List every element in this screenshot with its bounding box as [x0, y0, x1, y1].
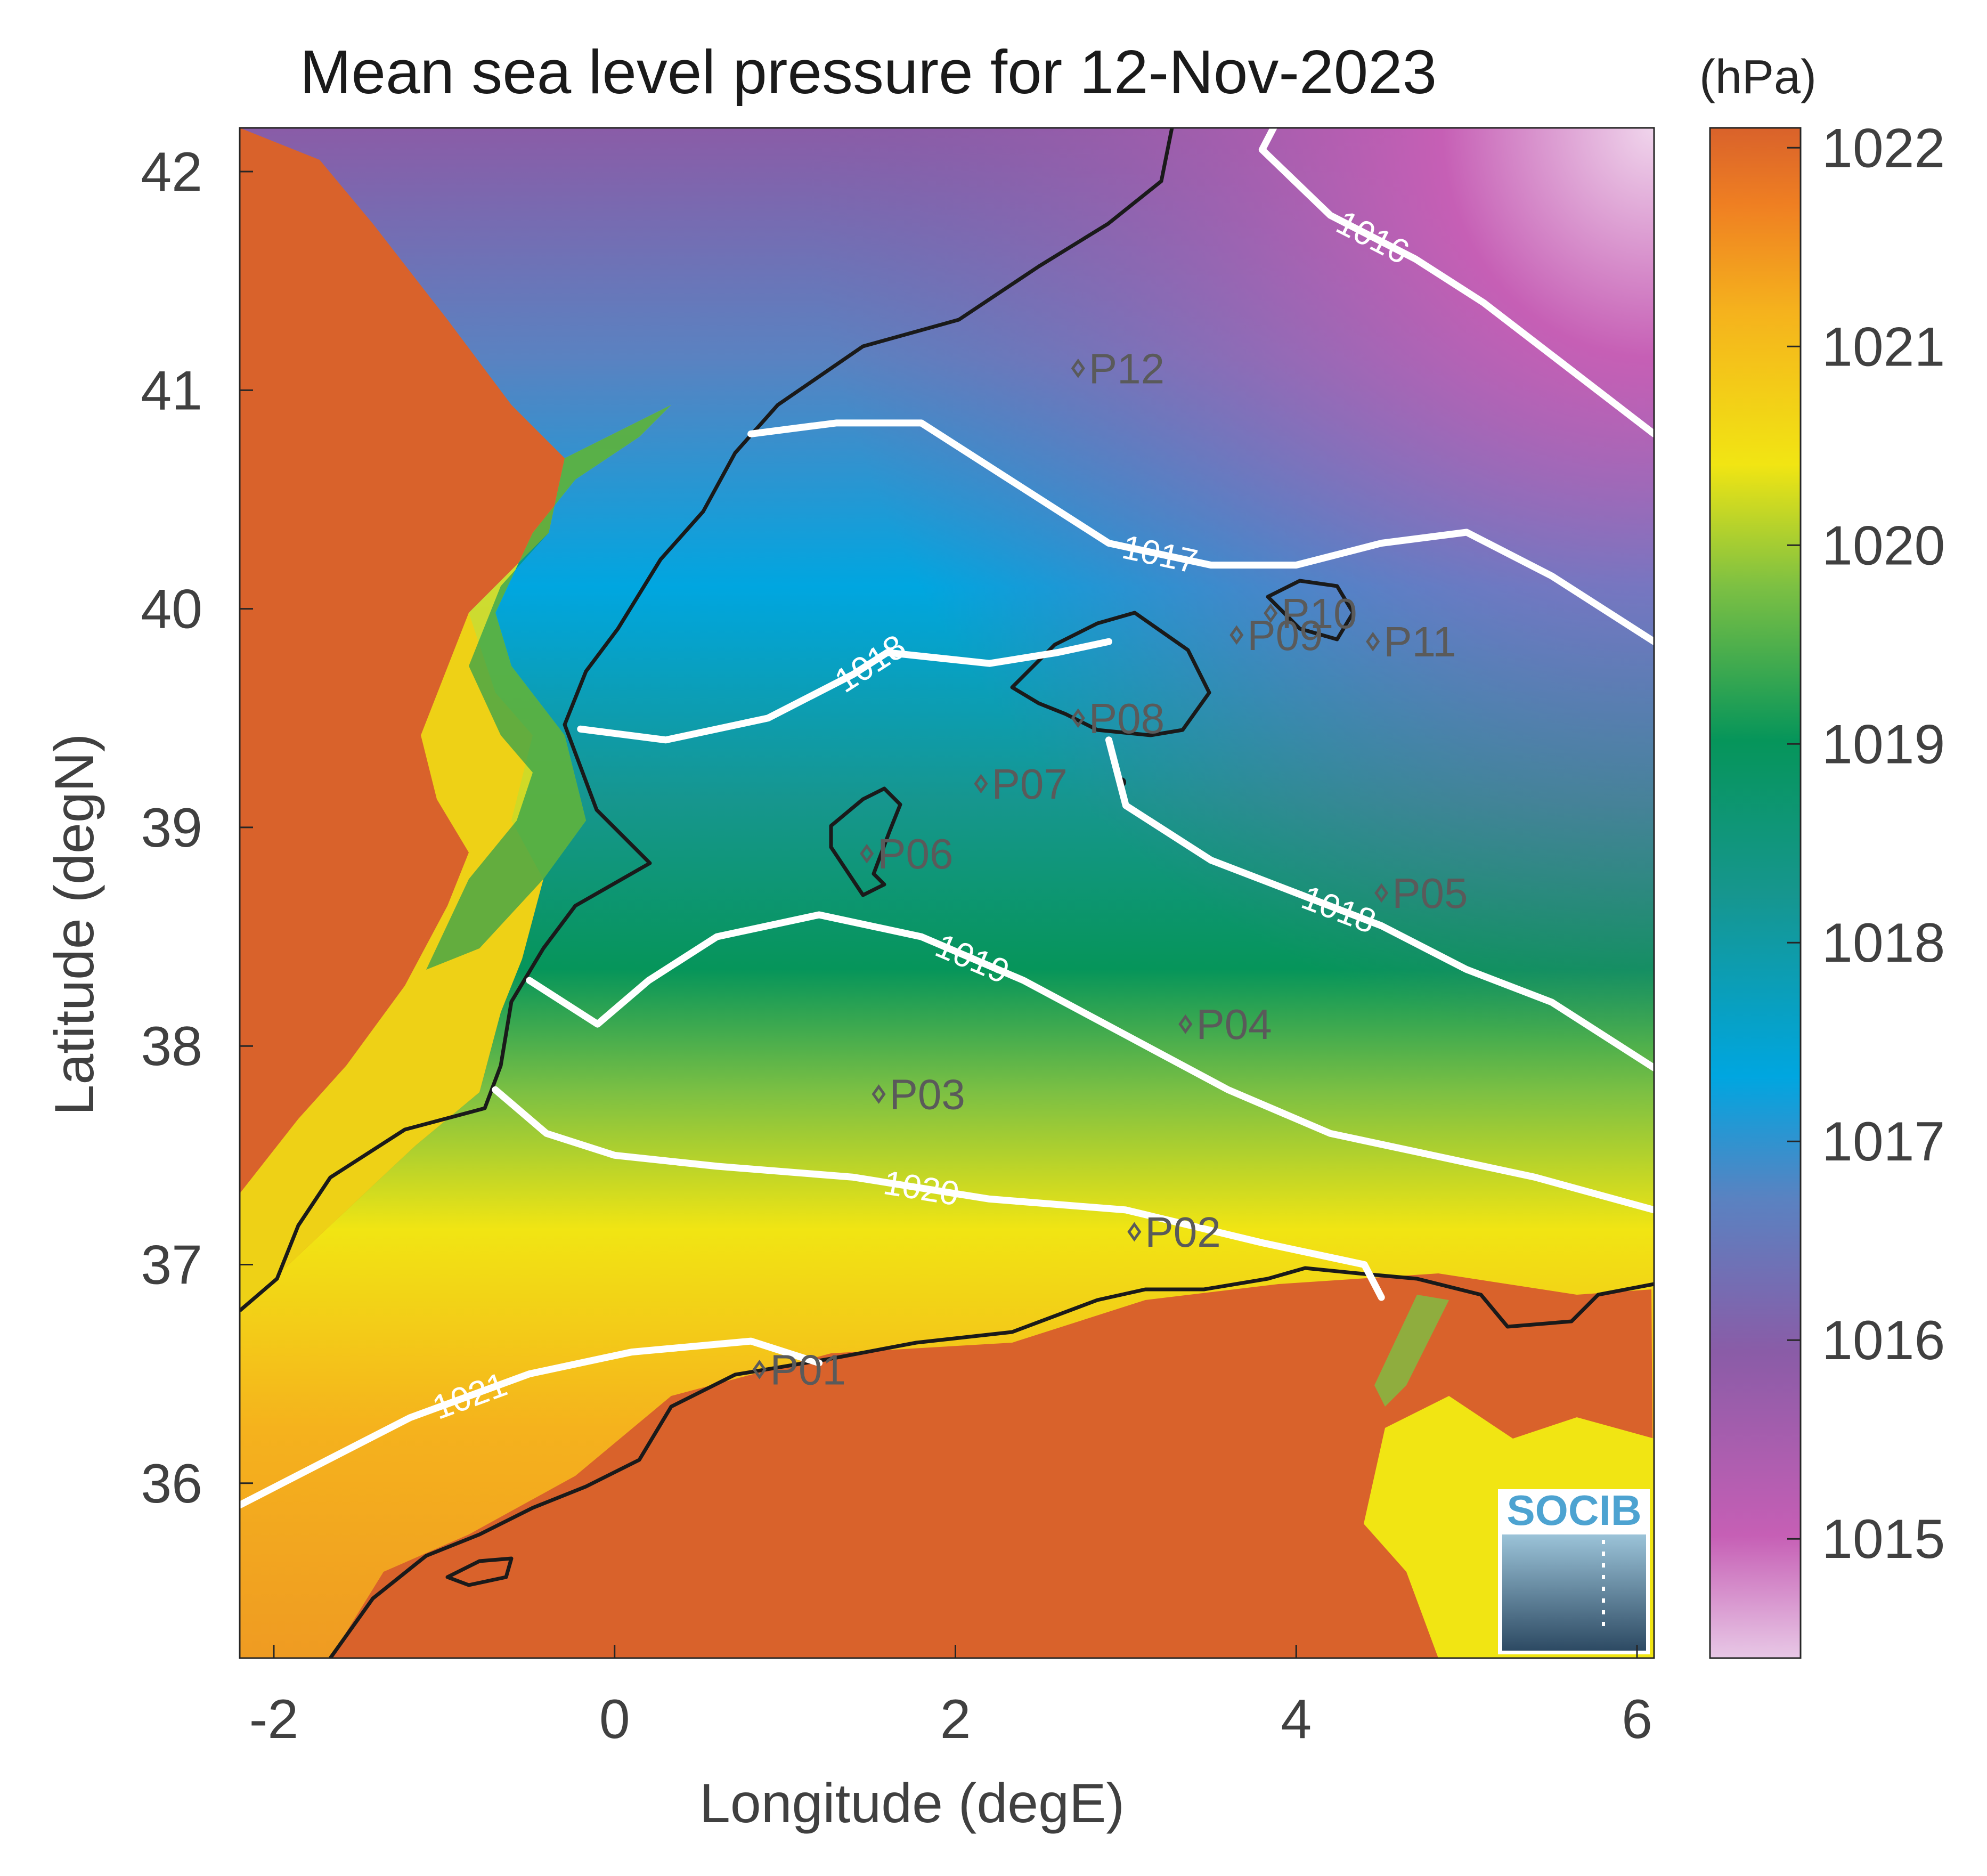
iberia-green-band: [426, 405, 671, 970]
y-tick-label: 36: [141, 1453, 202, 1515]
x-tick-label: 0: [599, 1688, 630, 1750]
colorbar-tick-label: 1019: [1822, 713, 1945, 775]
station-marker: [1071, 359, 1085, 378]
y-tick-label: 42: [141, 141, 202, 203]
socib-logo-text: SOCIB: [1506, 1487, 1641, 1534]
station-label: P02: [1145, 1208, 1220, 1256]
station-marker: [872, 1084, 886, 1104]
station-label: P03: [890, 1070, 965, 1118]
socib-logo: SOCIB: [1498, 1487, 1650, 1654]
station-label: P11: [1383, 618, 1456, 665]
y-tick-label: 37: [141, 1234, 202, 1296]
iberia-coastline: [240, 128, 1174, 1312]
station-label: P07: [991, 760, 1067, 808]
station-label: P10: [1281, 590, 1357, 637]
station-label: P01: [770, 1346, 846, 1393]
y-tick-label: 40: [141, 579, 202, 640]
station-marker: [752, 1360, 767, 1379]
y-axis-ticks: 36 37 38 39 40 41 42: [141, 141, 253, 1515]
plot-frame: [239, 127, 1655, 1659]
colorbar-tick-label: 1022: [1822, 117, 1945, 179]
station-marker: [1374, 883, 1389, 903]
colorbar-tick-label: 1021: [1822, 316, 1945, 378]
menorca-outline: [1266, 579, 1355, 641]
y-tick-label: 41: [141, 360, 202, 421]
alboran-islet: [445, 1556, 514, 1587]
colorbar-ticks: 1015 1016 1017 1018 1019 1020 1021 1022: [1787, 117, 1945, 1570]
isobar-1018: [1105, 736, 1654, 1071]
station-label: P05: [1392, 870, 1468, 917]
isobar-1020: [492, 1086, 1385, 1301]
station-label: P06: [877, 830, 953, 878]
colorbar-tick-label: 1017: [1822, 1111, 1945, 1173]
station-marker: [1071, 708, 1085, 728]
station-label: P04: [1196, 1001, 1272, 1048]
colorbar: (hPa) 1015 1016 1017 1018 1019 1020 1021 1022: [1699, 51, 1945, 1659]
colorbar-tick-label: 1015: [1822, 1508, 1945, 1570]
y-tick-label: 38: [141, 1016, 202, 1077]
colorbar-unit: (hPa): [1699, 51, 1817, 104]
colorbar-tick-label: 1020: [1822, 515, 1945, 576]
colorbar-tick-label: 1018: [1822, 912, 1945, 974]
y-axis-label: Latitude (degN): [44, 734, 105, 1116]
station-marker: [1229, 625, 1244, 645]
station-marker: [1178, 1014, 1193, 1034]
x-tick-label: 6: [1622, 1688, 1652, 1750]
x-tick-label: 4: [1281, 1688, 1312, 1750]
mallorca-outline: [1010, 611, 1211, 737]
isobar-1017: [747, 419, 1654, 645]
isobar-1021: [240, 1337, 823, 1509]
coastlines: [240, 128, 1654, 1658]
station-marker: [974, 774, 988, 794]
station-marker: [1264, 603, 1278, 623]
africa-land: [240, 1273, 1654, 1658]
ibiza-outline: [829, 786, 902, 897]
chart-title: Mean sea level pressure for 12-Nov-2023: [300, 37, 1437, 107]
x-tick-label: 2: [940, 1688, 971, 1750]
colorbar-tick-label: 1016: [1822, 1310, 1945, 1371]
station-label: P09: [1247, 612, 1323, 659]
x-axis-ticks: -2 0 2 4 6: [249, 1645, 1652, 1750]
isobar-1016: [1258, 128, 1654, 437]
station-label: P08: [1089, 695, 1164, 742]
station-marker: [1127, 1222, 1142, 1242]
x-tick-label: -2: [249, 1688, 298, 1750]
isobar-1019: [526, 911, 1654, 1214]
station-marker: [1366, 631, 1380, 652]
iberia-coastal-band: [240, 160, 671, 1311]
africa-coastline: [329, 1266, 1654, 1658]
x-axis-label: Longitude (degE): [699, 1773, 1125, 1834]
isobar-1018: [577, 638, 1112, 744]
station-marker: [860, 843, 874, 864]
y-tick-label: 39: [141, 797, 202, 859]
africa-green-strip: [1374, 1295, 1449, 1407]
station-label: P12: [1089, 345, 1164, 392]
colorbar-ramp: [1709, 127, 1802, 1659]
